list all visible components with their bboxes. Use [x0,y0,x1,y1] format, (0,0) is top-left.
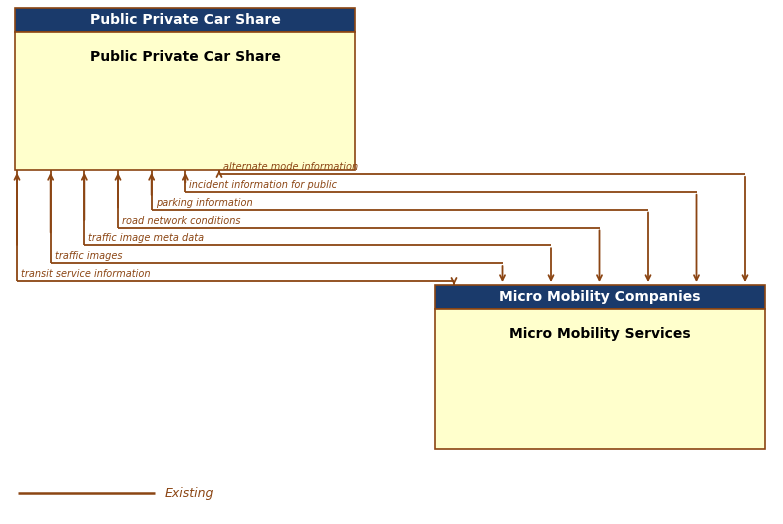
Bar [15,32,355,170]
Text: traffic image meta data: traffic image meta data [88,233,204,243]
Text: Micro Mobility Companies: Micro Mobility Companies [500,290,701,304]
Bar [435,309,765,449]
Text: incident information for public: incident information for public [189,180,337,190]
Text: road network conditions: road network conditions [122,215,240,225]
Text: Existing: Existing [165,486,215,499]
Bar [435,285,765,309]
Text: Micro Mobility Services: Micro Mobility Services [509,327,691,341]
Text: parking information: parking information [156,198,252,208]
Text: Public Private Car Share: Public Private Car Share [89,13,280,27]
Bar [15,8,355,32]
Text: Public Private Car Share: Public Private Car Share [89,50,280,64]
Text: transit service information: transit service information [21,269,150,279]
Text: traffic images: traffic images [55,251,122,261]
Text: alternate mode information: alternate mode information [223,162,358,172]
